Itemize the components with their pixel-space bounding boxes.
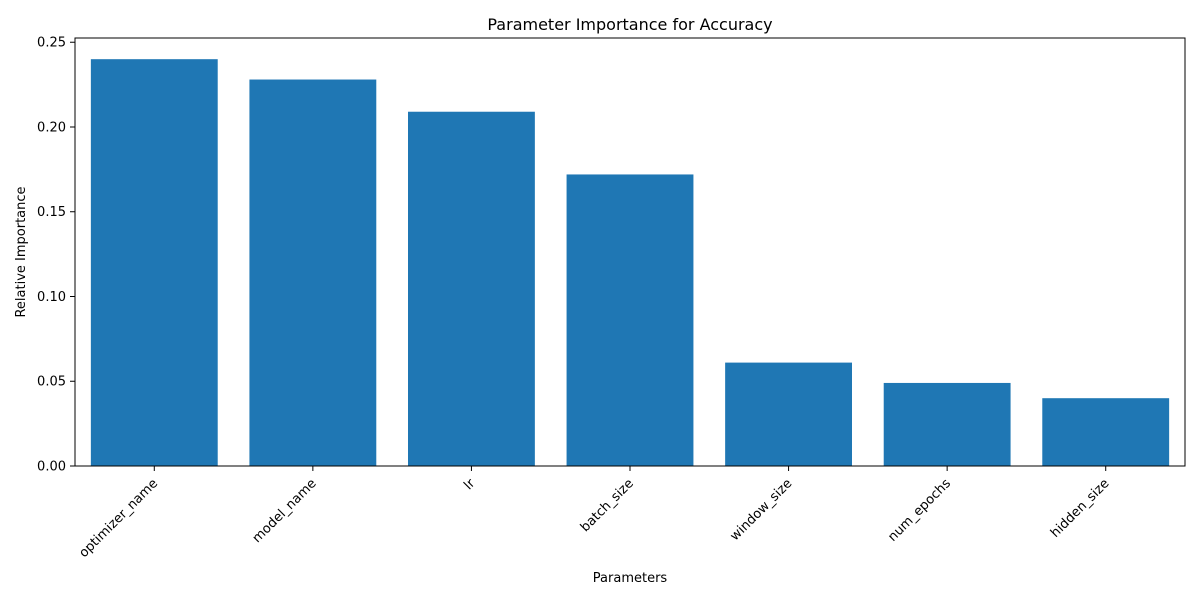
y-axis-ticks: 0.00 0.05 0.10 0.15 0.20 0.25 xyxy=(37,36,75,475)
y-axis-label: Relative Importance xyxy=(14,186,29,317)
y-tick-label: 0.10 xyxy=(37,290,66,305)
x-axis-label: Parameters xyxy=(593,571,668,586)
bar-batch-size xyxy=(566,174,694,467)
y-tick-label: 0.15 xyxy=(37,205,66,220)
chart-title: Parameter Importance for Accuracy xyxy=(487,15,772,34)
y-tick-label: 0.00 xyxy=(37,460,66,475)
bar-lr xyxy=(408,111,535,466)
bar-num-epochs xyxy=(883,382,1011,466)
y-tick-label: 0.25 xyxy=(37,36,66,51)
bar-hidden-size xyxy=(1042,398,1170,466)
bars-group xyxy=(90,59,1170,467)
y-tick-label: 0.20 xyxy=(37,120,66,135)
y-tick-label: 0.05 xyxy=(37,375,66,390)
bar-model-name xyxy=(249,79,377,466)
bar-optimizer-name xyxy=(90,59,218,467)
bar-window-size xyxy=(725,362,852,466)
plot-frame xyxy=(74,37,1186,467)
